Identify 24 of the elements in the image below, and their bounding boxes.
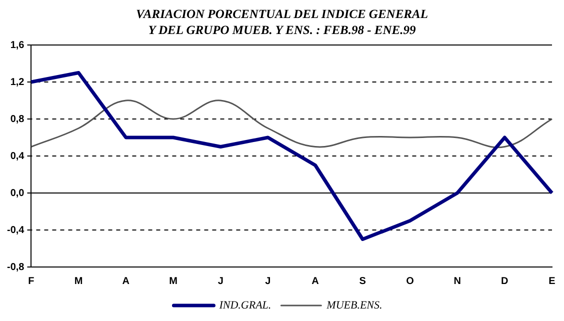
x-tick-label: M xyxy=(74,276,83,287)
x-tick-label: A xyxy=(312,276,319,287)
y-tick-label: -0,8 xyxy=(6,262,25,273)
legend-label: MUEB.ENS. xyxy=(326,299,382,312)
y-tick-label: 0,8 xyxy=(10,114,25,125)
y-tick-label: 0,0 xyxy=(10,188,25,199)
y-tick-label: 1,6 xyxy=(10,40,25,51)
x-tick-label: J xyxy=(265,276,271,287)
x-tick-label: N xyxy=(454,276,461,287)
y-tick-label: 0,4 xyxy=(10,150,25,162)
chart-title: VARIACION PORCENTUAL DEL INDICE GENERAL xyxy=(135,6,429,22)
x-tick-label: S xyxy=(359,276,366,287)
y-tick-label: 1,2 xyxy=(10,76,25,88)
legend-label: IND.GRAL. xyxy=(218,299,272,312)
y-tick-label: -0,4 xyxy=(6,224,25,236)
x-tick-label: M xyxy=(169,276,178,287)
chart-subtitle: Y DEL GRUPO MUEB. Y ENS. : FEB.98 - ENE.99 xyxy=(147,22,417,38)
x-tick-label: D xyxy=(501,276,508,287)
x-tick-label: J xyxy=(218,276,224,287)
line-series xyxy=(30,100,553,148)
x-tick-label: F xyxy=(28,276,34,287)
x-tick-label: E xyxy=(548,276,556,287)
x-tick-label: A xyxy=(122,276,130,287)
x-tick-label: O xyxy=(406,276,414,287)
